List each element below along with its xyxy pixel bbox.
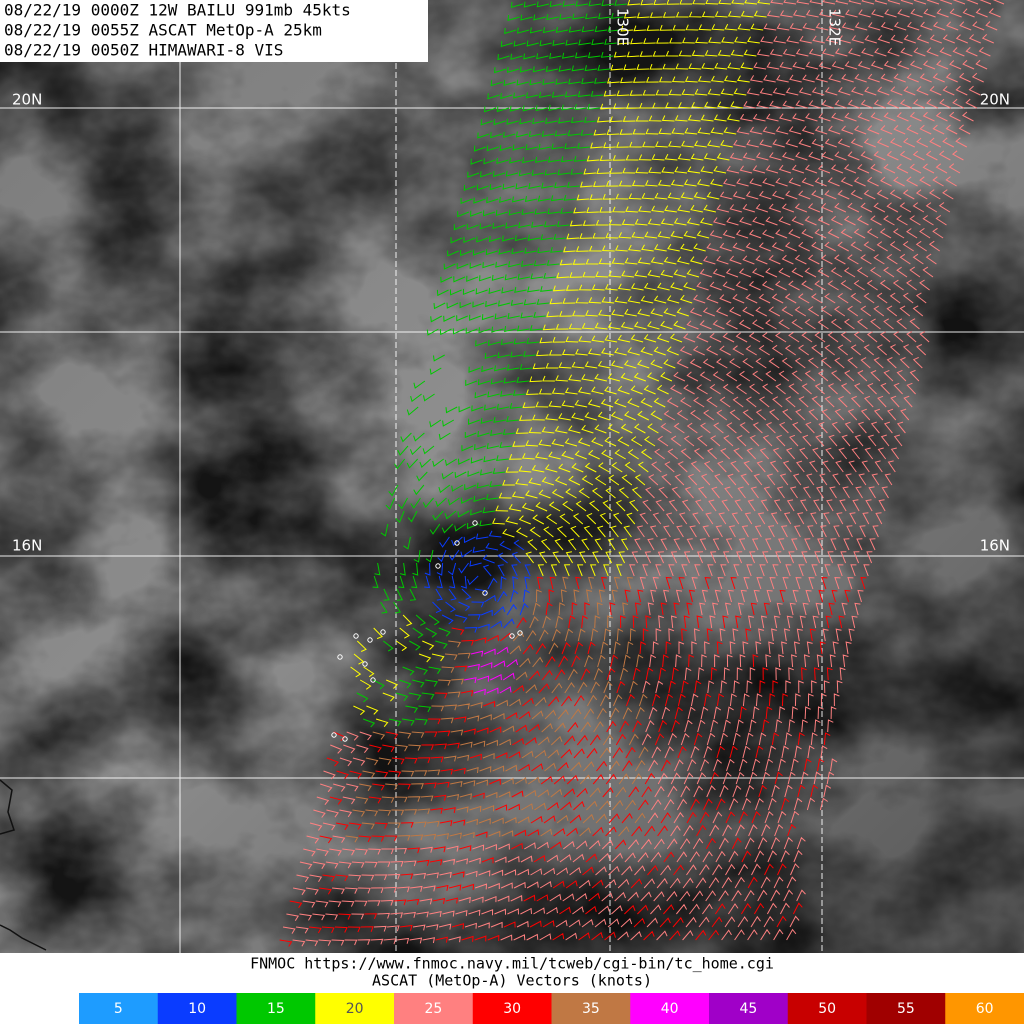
header-box bbox=[0, 0, 428, 62]
colorbar-label: 10 bbox=[188, 1001, 206, 1017]
calm-marker bbox=[370, 677, 376, 683]
colorbar: 5 10 15 20 25 30 35 40 45 50 55 60 bbox=[79, 993, 1024, 1024]
colorbar-swatch bbox=[394, 993, 474, 1024]
colorbar-swatch bbox=[315, 993, 395, 1024]
colorbar-swatch bbox=[709, 993, 789, 1024]
colorbar-label: 40 bbox=[661, 1001, 679, 1017]
colorbar-label: 15 bbox=[267, 1001, 285, 1017]
calm-marker bbox=[435, 563, 441, 569]
cloud-texture bbox=[0, 0, 1024, 953]
map-labels: 20N 20N 16N 16N 130E 132E bbox=[12, 8, 1010, 555]
graticule bbox=[0, 0, 1024, 953]
colorbar-swatch bbox=[630, 993, 710, 1024]
colorbar-swatch bbox=[472, 993, 552, 1024]
calm-marker bbox=[337, 654, 343, 660]
colorbar-swatch bbox=[79, 993, 159, 1024]
coastline bbox=[0, 779, 47, 951]
calm-marker bbox=[517, 630, 523, 636]
wind-barbs bbox=[350, 0, 771, 728]
wind-barbs bbox=[279, 576, 867, 947]
wind-swath bbox=[279, 0, 1005, 947]
colorbar-label: 30 bbox=[503, 1001, 521, 1017]
colorbar-label: 60 bbox=[976, 1001, 994, 1017]
lon-label: 130E bbox=[614, 8, 632, 46]
lat-label: 16N bbox=[12, 537, 42, 555]
colorbar-label: 50 bbox=[818, 1001, 836, 1017]
calm-marker bbox=[472, 520, 478, 526]
calm-marker bbox=[362, 661, 368, 667]
colorbar-swatch bbox=[157, 993, 237, 1024]
colorbar-label: 5 bbox=[114, 1001, 123, 1017]
lat-label: 16N bbox=[980, 537, 1010, 555]
calm-marker bbox=[454, 540, 460, 546]
wind-barbs bbox=[464, 646, 519, 695]
colorbar-label: 20 bbox=[346, 1001, 364, 1017]
colorbar-swatch bbox=[945, 993, 1024, 1024]
footer-caption: ASCAT (MetOp-A) Vectors (knots) bbox=[372, 972, 652, 990]
calm-marker bbox=[509, 633, 515, 639]
calm-marker bbox=[342, 736, 348, 742]
lon-label: 132E bbox=[826, 8, 844, 46]
wind-barbs bbox=[282, 0, 1005, 947]
wind-barbs bbox=[356, 0, 628, 728]
wind-barbs bbox=[424, 530, 531, 633]
wind-barbs bbox=[345, 576, 649, 843]
lat-label: 20N bbox=[12, 91, 42, 109]
calm-marker bbox=[380, 629, 386, 635]
colorbar-label: 35 bbox=[582, 1001, 600, 1017]
calm-marker bbox=[482, 590, 488, 596]
colorbar-label: 25 bbox=[424, 1001, 442, 1017]
calm-marker bbox=[367, 637, 373, 643]
colorbar-label: 55 bbox=[897, 1001, 915, 1017]
colorbar-swatch bbox=[236, 993, 316, 1024]
footer-source: FNMOC https://www.fnmoc.navy.mil/tcweb/c… bbox=[250, 955, 774, 973]
calm-marker bbox=[353, 633, 359, 639]
colorbar-swatch bbox=[787, 993, 867, 1024]
calm-marker bbox=[331, 732, 337, 738]
colorbar-label: 45 bbox=[739, 1001, 757, 1017]
lat-label: 20N bbox=[980, 91, 1010, 109]
header: 08/22/19 0000Z 12W BAILU 991mb 45kts 08/… bbox=[4, 1, 351, 60]
header-line: 08/22/19 0000Z 12W BAILU 991mb 45kts bbox=[4, 1, 351, 20]
footer: FNMOC https://www.fnmoc.navy.mil/tcweb/c… bbox=[250, 955, 774, 990]
colorbar-swatch bbox=[551, 993, 631, 1024]
header-line: 08/22/19 0050Z HIMAWARI-8 VIS bbox=[4, 41, 283, 60]
header-line: 08/22/19 0055Z ASCAT MetOp-A 25km bbox=[4, 21, 322, 40]
colorbar-swatch bbox=[866, 993, 946, 1024]
